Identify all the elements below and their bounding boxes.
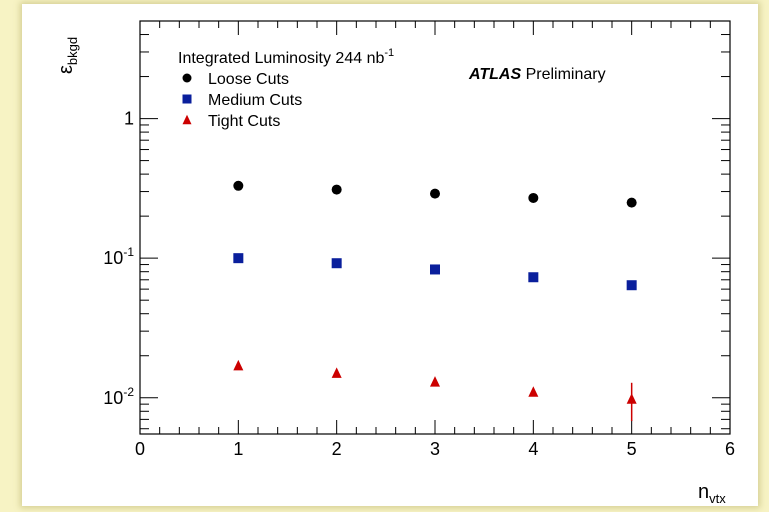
data-point (626, 280, 637, 291)
x-tick-label: 4 (528, 439, 538, 459)
plot-panel: 0 1 2 3 4 5 6 1 10-1 10-2 Integrated Luminosity 2… (22, 4, 758, 506)
y-tick-label: 10-1 (103, 245, 134, 268)
x-tick-label: 6 (725, 439, 735, 459)
atlas-preliminary-label: ATLAS Preliminary (468, 66, 606, 83)
legend-label: Medium Cuts (208, 92, 302, 109)
series-medium-cuts (233, 253, 637, 291)
preliminary-label: Preliminary (526, 66, 606, 83)
x-tick-label: 0 (135, 439, 145, 459)
data-point (430, 264, 440, 275)
legend-marker (182, 114, 192, 125)
y-tick-label: 10-2 (103, 385, 134, 408)
data-point (331, 367, 342, 378)
x-tick-label: 5 (627, 439, 637, 459)
data-point (233, 359, 244, 371)
data-point (430, 376, 440, 387)
x-axis-title-sub: vtx (709, 491, 726, 506)
y-tick-exponent: -1 (123, 245, 134, 259)
x-axis-title-main: n (698, 481, 709, 503)
legend-label: Tight Cuts (208, 113, 280, 130)
series-tight-cuts (233, 359, 637, 422)
data-marks (233, 180, 637, 422)
legend: Integrated Luminosity 244 nb-1 Loose Cuts… (178, 47, 606, 130)
legend-header-text: Integrated Luminosity 244 nb (178, 50, 384, 67)
x-tick-label: 3 (430, 439, 440, 459)
data-point (233, 253, 244, 264)
y-axis-title-main: ε (55, 65, 77, 74)
y-tick-base: 1 (124, 109, 134, 129)
data-point (331, 184, 342, 195)
series-loose-cuts (233, 180, 637, 208)
data-point (528, 272, 539, 283)
legend-label: Loose Cuts (208, 71, 289, 88)
legend-header: Integrated Luminosity 244 nb-1 (178, 47, 394, 67)
legend-marker (182, 73, 192, 83)
atlas-label: ATLAS (468, 66, 521, 83)
legend-marker (182, 94, 192, 104)
x-tick-label: 2 (332, 439, 342, 459)
legend-header-sup: -1 (384, 47, 394, 59)
y-tick-base: 10 (103, 248, 123, 268)
y-axis-title: εbkgd (55, 37, 80, 74)
data-point (233, 180, 244, 191)
data-point (430, 188, 440, 199)
data-point (331, 258, 342, 269)
x-tick-label: 1 (233, 439, 243, 459)
data-point (528, 386, 539, 397)
data-point (626, 393, 637, 404)
y-axis-title-sub: bkgd (65, 37, 80, 65)
data-point (528, 192, 539, 203)
y-tick-exponent: -2 (123, 385, 134, 399)
x-axis-title: nvtx (698, 481, 726, 506)
data-point (626, 197, 637, 208)
axis-labels: nvtx εbkgd (55, 37, 726, 506)
y-tick-label: 1 (124, 109, 134, 129)
y-tick-base: 10 (103, 388, 123, 408)
